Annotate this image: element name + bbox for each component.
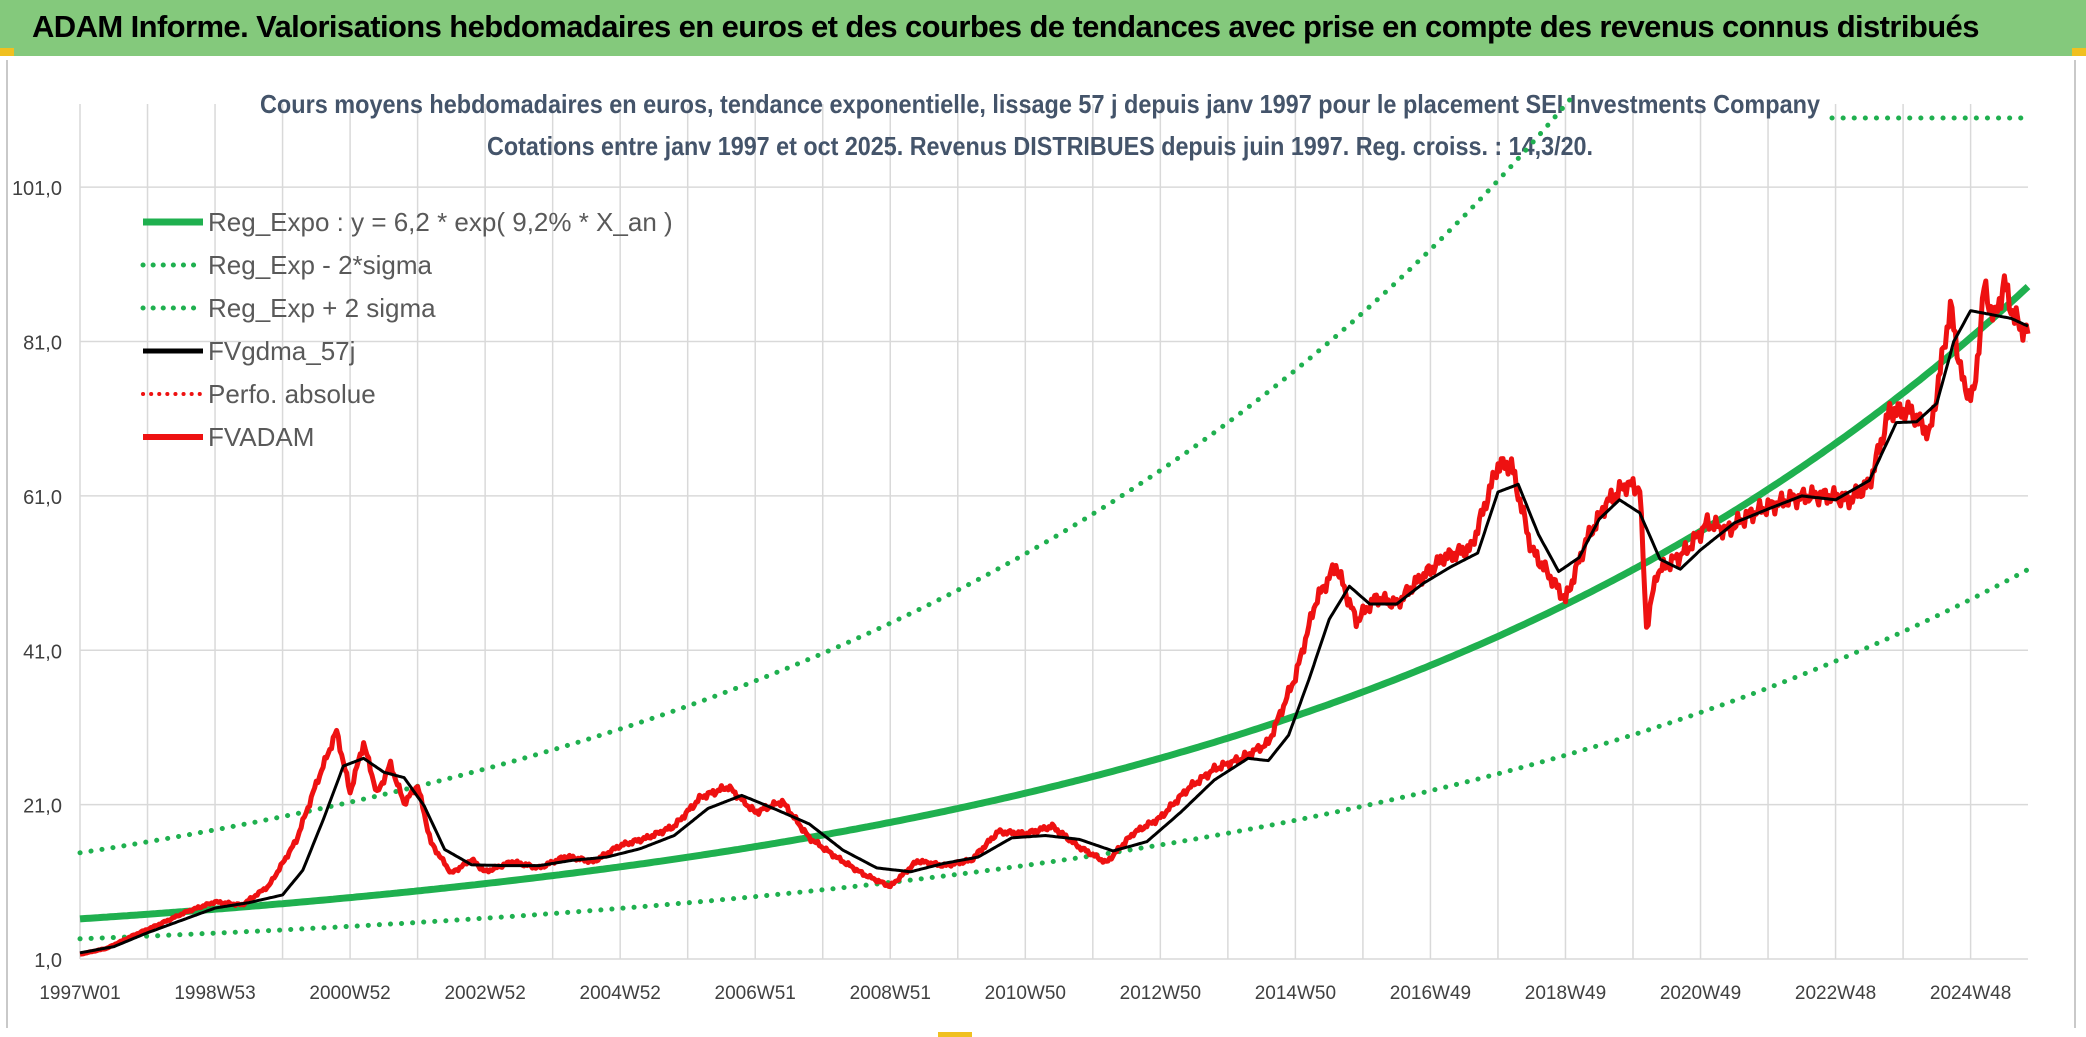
y-tick-label: 101,0	[12, 178, 62, 200]
series-fvadam	[79, 273, 2031, 957]
y-tick-label: 61,0	[23, 487, 62, 509]
x-tick-label: 2004W52	[580, 983, 661, 1004]
y-tick-label: 41,0	[23, 641, 62, 663]
x-tick-label: 2008W51	[850, 983, 931, 1004]
corner-marker-top-right	[2072, 48, 2086, 56]
title-banner: ADAM Informe. Valorisations hebdomadaire…	[0, 0, 2086, 56]
chart-title-line1: Cours moyens hebdomadaires en euros, ten…	[260, 89, 1820, 119]
series-layer	[77, 94, 2031, 957]
x-tick-label: 2012W50	[1120, 983, 1201, 1004]
y-axis-ticks: 101,0 81,0 61,0 41,0 21,0 1,0	[12, 178, 62, 972]
legend-label: Reg_Expo : y = 6,2 * exp( 9,2% * X_an )	[208, 207, 673, 237]
y-tick-label: 21,0	[23, 796, 62, 818]
x-tick-label: 1997W01	[39, 983, 120, 1004]
banner-title: ADAM Informe. Valorisations hebdomadaire…	[32, 9, 1979, 44]
y-tick-label: 81,0	[23, 333, 62, 355]
x-tick-label: 2020W49	[1660, 983, 1741, 1004]
x-tick-label: 2000W52	[309, 983, 390, 1004]
x-tick-label: 2002W52	[444, 983, 525, 1004]
corner-marker-bottom	[938, 1032, 972, 1037]
x-axis-ticks: 1997W01 1998W53 2000W52 2002W52 2004W52 2006W…	[39, 983, 2011, 1004]
series-fvgdma-57j	[79, 309, 2029, 955]
x-tick-label: 1998W53	[174, 983, 255, 1004]
frame-right	[2074, 60, 2076, 1028]
series-reg-exp-minus-2sigma	[77, 567, 2031, 942]
legend-label: Reg_Exp - 2*sigma	[208, 250, 433, 280]
y-tick-label: 1,0	[34, 950, 62, 972]
x-tick-label: 2016W49	[1390, 983, 1471, 1004]
x-tick-label: 2022W48	[1795, 983, 1876, 1004]
x-tick-label: 2018W49	[1525, 983, 1606, 1004]
x-tick-label: 2024W48	[1930, 983, 2011, 1004]
legend-label: FVgdma_57j	[208, 336, 355, 366]
frame-left	[6, 60, 8, 1028]
legend-label: Reg_Exp + 2 sigma	[208, 293, 436, 323]
x-tick-label: 2010W50	[985, 983, 1066, 1004]
corner-marker-top-left	[0, 48, 14, 56]
legend-label: FVADAM	[208, 422, 314, 452]
x-tick-label: 2006W51	[715, 983, 796, 1004]
legend: Reg_Expo : y = 6,2 * exp( 9,2% * X_an ) R…	[140, 207, 673, 452]
chart-title-line2: Cotations entre janv 1997 et oct 2025. R…	[487, 131, 1593, 161]
legend-label: Perfo. absolue	[208, 379, 376, 409]
x-tick-label: 2014W50	[1255, 983, 1336, 1004]
chart: 101,0 81,0 61,0 41,0 21,0 1,0 1997W01 1998W53 2…	[12, 89, 2031, 1004]
